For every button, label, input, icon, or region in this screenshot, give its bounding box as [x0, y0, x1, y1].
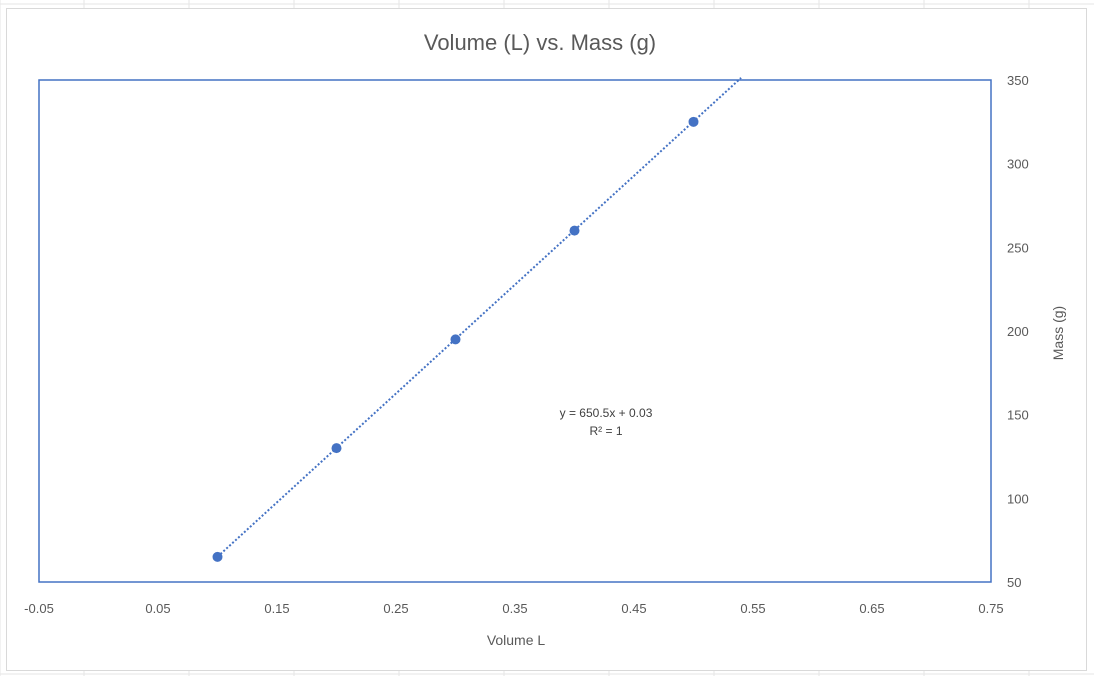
- x-tick-label: 0.25: [383, 601, 408, 616]
- y-tick-label: 350: [1007, 73, 1029, 88]
- data-point[interactable]: [450, 334, 461, 345]
- trendline-equation: y = 650.5x + 0.03: [560, 406, 653, 420]
- trendline-r2: R² = 1: [589, 424, 622, 438]
- y-tick-label: 50: [1007, 575, 1021, 590]
- y-tick-label: 100: [1007, 491, 1029, 506]
- data-point[interactable]: [212, 551, 223, 562]
- x-tick-label: 0.15: [264, 601, 289, 616]
- plot-area: [38, 79, 992, 583]
- y-axis-title: Mass (g): [1050, 306, 1066, 360]
- x-tick-label: 0.55: [740, 601, 765, 616]
- y-tick-label: 150: [1007, 408, 1029, 423]
- x-tick-label: 0.75: [978, 601, 1003, 616]
- x-tick-label: -0.05: [24, 601, 54, 616]
- data-point[interactable]: [688, 116, 699, 127]
- x-axis-title: Volume L: [487, 632, 546, 648]
- x-tick-label: 0.45: [621, 601, 646, 616]
- x-tick-label: 0.35: [502, 601, 527, 616]
- x-tick-label: 0.65: [859, 601, 884, 616]
- x-tick-label: 0.05: [145, 601, 170, 616]
- chart-area[interactable]: [6, 8, 1087, 671]
- y-tick-label: 200: [1007, 324, 1029, 339]
- data-point[interactable]: [569, 225, 580, 236]
- data-point[interactable]: [331, 443, 342, 454]
- y-tick-label: 300: [1007, 157, 1029, 172]
- trendline: [216, 77, 742, 558]
- y-tick-label: 250: [1007, 240, 1029, 255]
- chart-title: Volume (L) vs. Mass (g): [424, 30, 656, 55]
